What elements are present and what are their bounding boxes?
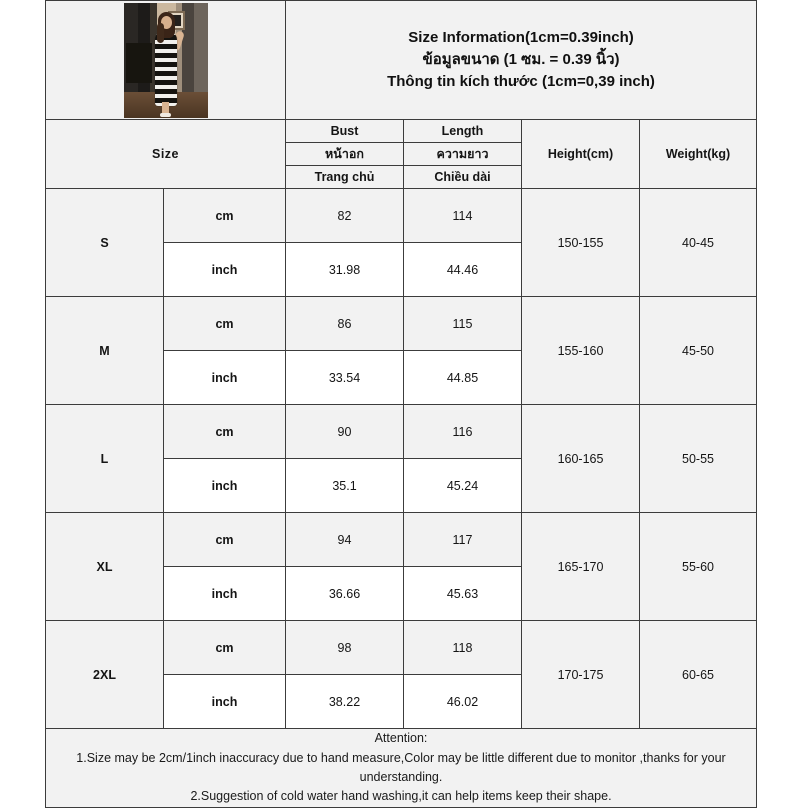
size-label: 2XL: [45, 620, 164, 729]
title-cell: Size Information(1cm=0.39inch) ข้อมูลขนา…: [284, 0, 758, 120]
table-row: inch 35.1 45.24: [46, 458, 757, 513]
title-line-vi: Thông tin kích thước (1cm=0,39 inch): [387, 72, 655, 90]
table-row: inch 33.54 44.85: [46, 350, 757, 405]
table-row: M cm 86 115 155-160 45-50: [45, 296, 758, 405]
attention-row: Attention: 1.Size may be 2cm/1inch inacc…: [44, 728, 758, 808]
photo-striped-dress: [154, 31, 177, 106]
table-row: XL cm 94 117 165-170 55-60: [45, 512, 758, 621]
photo-model-head: [160, 16, 172, 29]
unit-label-inch: inch: [163, 566, 286, 621]
bust-cm: 86: [285, 296, 404, 351]
table-row: L cm 90 116 160-165 50-55: [45, 404, 758, 513]
title-line-en: Size Information(1cm=0.39inch): [408, 29, 634, 47]
height-range: 170-175: [521, 620, 640, 729]
size-label: M: [45, 296, 164, 405]
height-range: 160-165: [521, 404, 640, 513]
table-row: S cm 82 114 150-155 40-45: [45, 188, 758, 297]
attention-line-1: 1.Size may be 2cm/1inch inaccuracy due t…: [76, 750, 726, 765]
attention-heading: Attention:: [374, 731, 428, 746]
header-size: Size: [45, 119, 286, 189]
unit-label-inch: inch: [163, 458, 286, 513]
size-chart-table: Size Information(1cm=0.39inch) ข้อมูลขนา…: [44, 0, 758, 808]
height-range: 155-160: [521, 296, 640, 405]
header-bust-vi: Trang chủ: [285, 165, 404, 189]
header-row-en: Size Bust Length Height(cm) Weight(kg): [45, 119, 758, 189]
attention-line-2: 2.Suggestion of cold water hand washing,…: [190, 789, 612, 804]
weight-range: 50-55: [638, 404, 758, 513]
length-cm: 114: [403, 188, 522, 243]
unit-label-cm: cm: [163, 296, 286, 351]
size-label: XL: [45, 512, 164, 621]
bust-inch: 36.66: [285, 566, 404, 621]
header-bust-en: Bust: [285, 119, 404, 143]
unit-label-cm: cm: [163, 404, 286, 459]
height-range: 150-155: [521, 188, 640, 297]
product-photo-cell: [45, 0, 286, 120]
weight-range: 60-65: [638, 620, 758, 729]
unit-label-inch: inch: [163, 350, 286, 405]
header-height: Height(cm): [521, 119, 640, 189]
photo-cabinet: [125, 43, 152, 83]
unit-label-inch: inch: [163, 674, 286, 729]
weight-range: 40-45: [638, 188, 758, 297]
table-row: inch 38.22 46.02: [46, 674, 757, 729]
header-length-th: ความยาว: [403, 142, 522, 166]
unit-label-cm: cm: [163, 188, 286, 243]
length-inch: 46.02: [403, 674, 522, 729]
header-bust-th: หน้าอก: [285, 142, 404, 166]
length-cm: 118: [403, 620, 522, 675]
height-range: 165-170: [521, 512, 640, 621]
photo-model-hair-strand: [156, 23, 164, 43]
length-inch: 45.24: [403, 458, 522, 513]
bust-cm: 98: [285, 620, 404, 675]
table-row: 2XL cm 98 118 170-175 60-65: [45, 620, 758, 729]
header-row-th: หน้าอก ความยาว: [46, 142, 757, 166]
title-line-th: ข้อมูลขนาด (1 ซม. = 0.39 นิ้ว): [422, 51, 620, 69]
table-row: inch 31.98 44.46: [46, 242, 757, 297]
length-inch: 45.63: [403, 566, 522, 621]
length-inch: 44.46: [403, 242, 522, 297]
length-cm: 117: [403, 512, 522, 567]
bust-inch: 33.54: [285, 350, 404, 405]
bust-inch: 31.98: [285, 242, 404, 297]
bust-cm: 82: [285, 188, 404, 243]
attention-line-1-cont: understanding.: [359, 770, 443, 784]
unit-label-cm: cm: [163, 512, 286, 567]
weight-range: 55-60: [638, 512, 758, 621]
bust-inch: 38.22: [285, 674, 404, 729]
banner-row: Size Information(1cm=0.39inch) ข้อมูลขนา…: [45, 0, 758, 120]
size-label: L: [45, 404, 164, 513]
header-weight: Weight(kg): [638, 119, 758, 189]
weight-range: 45-50: [638, 296, 758, 405]
unit-label-cm: cm: [163, 620, 286, 675]
attention-cell: Attention: 1.Size may be 2cm/1inch inacc…: [44, 728, 758, 808]
length-inch: 44.85: [403, 350, 522, 405]
photo-model-leg: [161, 102, 169, 116]
header-length-en: Length: [403, 119, 522, 143]
size-label: S: [45, 188, 164, 297]
bust-inch: 35.1: [285, 458, 404, 513]
photo-model-shoe: [159, 113, 171, 117]
length-cm: 116: [403, 404, 522, 459]
header-length-vi: Chiều dài: [403, 165, 522, 189]
product-photo: [123, 3, 208, 118]
length-cm: 115: [403, 296, 522, 351]
bust-cm: 94: [285, 512, 404, 567]
bust-cm: 90: [285, 404, 404, 459]
unit-label-inch: inch: [163, 242, 286, 297]
